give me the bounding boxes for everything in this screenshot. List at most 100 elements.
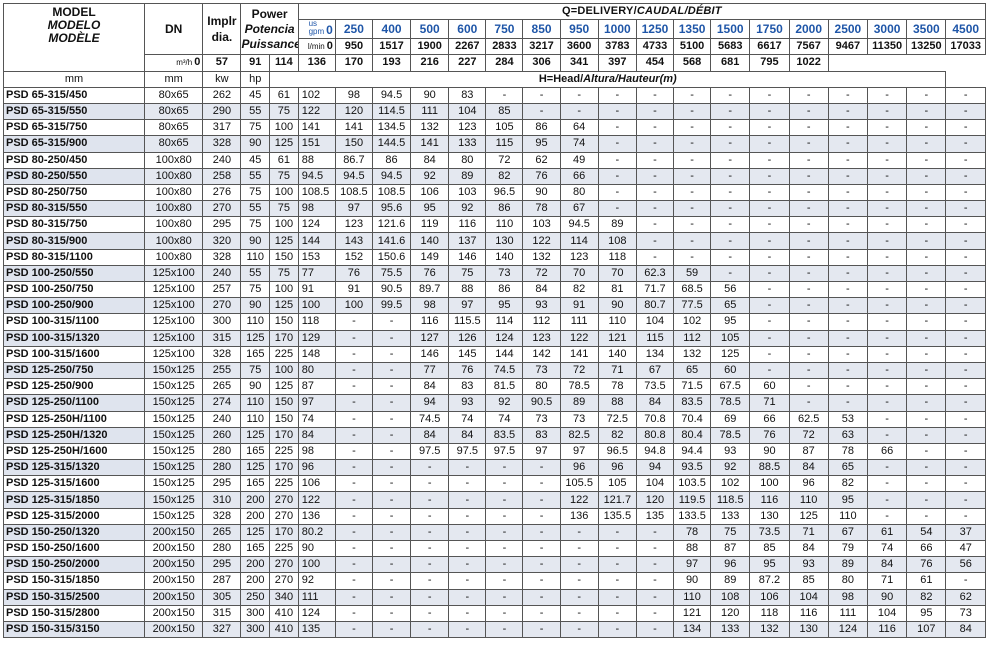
head-cell: 81.5 — [485, 378, 524, 396]
head-cell: 73 — [485, 264, 524, 283]
head-cell: 67.5 — [710, 378, 751, 396]
head-cell: - — [906, 313, 947, 331]
head-cell: 77 — [297, 264, 336, 283]
head-cell: - — [597, 86, 637, 104]
head-cell: - — [635, 151, 675, 169]
head-cell: 108.5 — [371, 183, 412, 202]
head-cell: 142 — [522, 345, 561, 363]
dn-cell: 200x150 — [144, 572, 204, 590]
head-cell: - — [906, 426, 947, 444]
head-cell: - — [522, 604, 561, 622]
hp-cell: 100 — [269, 183, 299, 202]
power-header-en: Power — [251, 6, 288, 21]
head-cell: 119 — [410, 216, 450, 234]
head-cell: 140 — [485, 248, 524, 266]
dn-cell: 150x125 — [144, 410, 204, 428]
impeller-cell: 240 — [202, 410, 242, 428]
impeller-cell: 305 — [202, 588, 242, 606]
head-cell: 103.5 — [673, 475, 712, 493]
head-cell: - — [635, 556, 675, 574]
head-cell: - — [749, 86, 790, 104]
head-cell: 95.6 — [371, 200, 412, 218]
lmin-value-16: 13250 — [906, 38, 947, 56]
table-header: MODEL MODELO MODÈLE DN Implr dia. Power … — [2, 2, 987, 88]
head-cell: 84 — [297, 426, 336, 444]
table-row: PSD 125-250H/1320 150x125 260 125 170 84- -84 8… — [2, 426, 986, 444]
head-cell: 104 — [788, 588, 829, 606]
head-cell: 152 — [334, 248, 373, 266]
head-cell: 96.5 — [597, 442, 637, 461]
head-cell: 123 — [448, 119, 487, 137]
head-cell: - — [749, 200, 790, 218]
head-cell: - — [334, 394, 373, 412]
head-cell: - — [673, 119, 712, 137]
impeller-header: Implr dia. — [202, 2, 242, 56]
gpm-value-4: 600 — [448, 19, 487, 40]
head-cell: - — [673, 232, 712, 250]
head-cell: 105.5 — [559, 475, 599, 493]
head-cell: - — [559, 523, 599, 542]
kw-cell: 45 — [240, 151, 271, 169]
impeller-cell: 328 — [202, 345, 242, 363]
head-cell: - — [635, 539, 675, 558]
head-cell: 120 — [635, 491, 675, 509]
m3h-value-10: 306 — [522, 54, 561, 72]
head-cell: - — [906, 216, 947, 234]
head-cell: 63 — [827, 426, 869, 444]
head-cell: 123 — [334, 216, 373, 234]
head-cell: 96 — [297, 459, 336, 477]
head-cell: - — [749, 280, 790, 299]
head-cell: 111 — [559, 313, 599, 331]
head-cell: 88 — [297, 151, 336, 169]
head-cell: 148 — [297, 345, 336, 363]
head-cell: - — [522, 102, 561, 121]
kw-cell: 90 — [240, 297, 271, 315]
head-cell: - — [749, 248, 790, 266]
power-header: Power Potencia Puissance — [240, 2, 299, 56]
head-cell: 78 — [673, 523, 712, 542]
head-cell: 87 — [710, 539, 751, 558]
head-cell: 136 — [297, 507, 336, 525]
head-cell: 140 — [597, 345, 637, 363]
hp-cell: 410 — [269, 620, 299, 639]
m3h-unit-label: m³/h — [176, 58, 193, 68]
head-cell: - — [371, 313, 412, 331]
kw-cell: 110 — [240, 410, 271, 428]
head-cell: - — [749, 216, 790, 234]
kw-cell: 75 — [240, 119, 271, 137]
head-cell: - — [371, 539, 412, 558]
head-cell: 82.5 — [559, 426, 599, 444]
head-cell: 97 — [448, 297, 487, 315]
head-cell: 98 — [410, 297, 450, 315]
head-cell: - — [827, 361, 869, 380]
impeller-cell: 265 — [202, 523, 242, 542]
head-cell: 153 — [297, 248, 336, 266]
head-cell: - — [866, 102, 908, 121]
head-cell: - — [866, 410, 908, 428]
head-cell: 83 — [522, 426, 561, 444]
impeller-cell: 310 — [202, 491, 242, 509]
hp-cell: 125 — [269, 378, 299, 396]
head-cell: - — [945, 345, 986, 363]
head-cell: 112 — [522, 313, 561, 331]
kw-cell: 90 — [240, 378, 271, 396]
head-cell: - — [673, 86, 712, 104]
head-cell: 83.5 — [485, 426, 524, 444]
impeller-cell: 270 — [202, 297, 242, 315]
head-cell: - — [522, 459, 561, 477]
head-cell: 94.5 — [371, 167, 412, 185]
impeller-cell: 280 — [202, 442, 242, 461]
head-cell: - — [866, 394, 908, 412]
hp-cell: 170 — [269, 329, 299, 347]
head-cell: 146 — [410, 345, 450, 363]
head-cell: 82 — [597, 426, 637, 444]
head-cell: - — [673, 167, 712, 185]
table-row: PSD 65-315/550 80x65 290 55 75 122 120 114.5 111… — [2, 102, 986, 121]
head-cell: 83 — [448, 86, 487, 104]
kw-cell: 165 — [240, 539, 271, 558]
dn-cell: 80x65 — [144, 86, 204, 104]
model-cell: PSD 150-315/2800 — [2, 604, 146, 622]
head-cell: - — [710, 102, 751, 121]
head-cell: - — [827, 280, 869, 299]
head-cell: 71 — [597, 361, 637, 380]
